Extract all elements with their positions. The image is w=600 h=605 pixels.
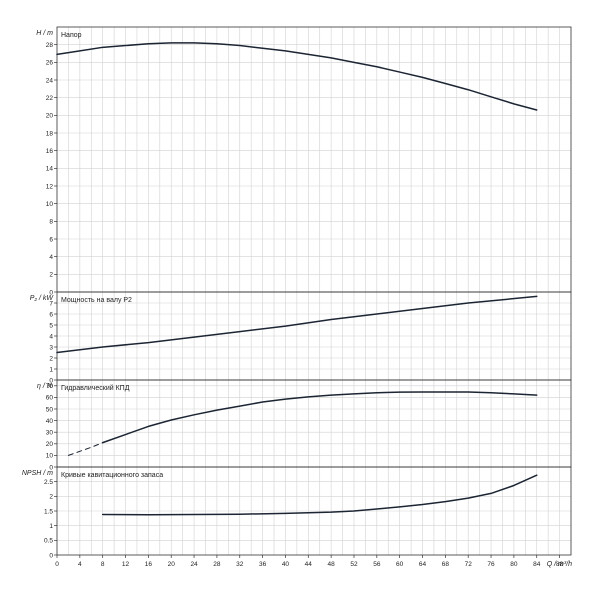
x-tick-label: 64	[419, 561, 427, 568]
x-tick-label: 56	[373, 561, 381, 568]
y-tick-label: 5	[49, 322, 53, 329]
series-line	[101, 474, 538, 516]
y-tick-label: 8	[49, 219, 53, 226]
x-tick-label: 60	[396, 561, 404, 568]
y-tick-label: 2	[49, 494, 53, 501]
x-tick-label: 88	[556, 561, 564, 568]
y-tick-label: 6	[49, 236, 53, 243]
series-line	[56, 295, 538, 354]
y-tick-label: 14	[46, 166, 54, 173]
y-tick-label: 24	[46, 77, 54, 84]
x-tick-label: 76	[487, 561, 495, 568]
y-tick-label: 70	[46, 383, 54, 390]
x-tick-label: 80	[510, 561, 518, 568]
series-line	[56, 42, 538, 111]
x-tick-label: 12	[122, 561, 130, 568]
y-axis-label: η / %	[37, 383, 53, 390]
y-tick-label: 7	[49, 300, 53, 307]
y-tick-label: 2.5	[44, 479, 53, 486]
y-tick-label: 26	[46, 60, 54, 67]
x-tick-label: 52	[350, 561, 358, 568]
y-tick-label: 16	[46, 148, 54, 155]
x-tick-label: 20	[168, 561, 176, 568]
series-line	[101, 391, 538, 444]
y-tick-label: 18	[46, 130, 54, 137]
panel-title: Гидравлический КПД	[61, 384, 130, 392]
y-axis-label: H / m	[36, 30, 53, 37]
y-tick-label: 6	[49, 311, 53, 318]
y-tick-label: 10	[46, 201, 54, 208]
y-tick-label: 0.5	[44, 538, 53, 545]
y-tick-label: 60	[46, 395, 54, 402]
panel-frame	[56, 26, 572, 293]
x-tick-label: 8	[101, 561, 105, 568]
y-tick-label: 1	[49, 366, 53, 373]
x-tick-label: 0	[55, 561, 59, 568]
x-tick-label: 72	[465, 561, 473, 568]
series-line	[67, 442, 104, 456]
y-tick-label: 0	[49, 377, 53, 384]
y-axis-label: P₂ / kW	[30, 295, 55, 302]
x-tick-label: 48	[328, 561, 336, 568]
y-tick-label: 3	[49, 344, 53, 351]
y-tick-label: 4	[49, 333, 53, 340]
y-tick-label: 20	[46, 113, 54, 120]
y-tick-label: 40	[46, 418, 54, 425]
x-axis-label: Q / m³/h	[547, 561, 572, 568]
x-tick-label: 36	[259, 561, 267, 568]
y-tick-label: 30	[46, 430, 54, 437]
y-tick-label: 20	[46, 441, 54, 448]
x-tick-label: 24	[190, 561, 198, 568]
x-tick-label: 32	[236, 561, 244, 568]
x-tick-label: 40	[282, 561, 290, 568]
y-tick-label: 28	[46, 42, 54, 49]
y-tick-label: 50	[46, 406, 54, 413]
y-tick-label: 1.5	[44, 508, 53, 515]
y-tick-label: 2	[49, 272, 53, 279]
y-tick-label: 0	[49, 289, 53, 296]
y-tick-label: 2	[49, 355, 53, 362]
y-tick-label: 22	[46, 95, 54, 102]
panel-title: Мощность на валу P2	[61, 297, 132, 304]
y-axis-label: NPSH / m	[22, 470, 53, 477]
x-tick-label: 44	[305, 561, 313, 568]
x-tick-label: 16	[145, 561, 153, 568]
panel-title: Напор	[61, 32, 82, 39]
y-tick-label: 0	[49, 552, 53, 559]
y-tick-label: 1	[49, 523, 53, 530]
x-tick-label: 68	[442, 561, 450, 568]
y-tick-label: 10	[46, 453, 54, 460]
panel-title: Кривые кавитационного запаса	[61, 472, 163, 479]
y-tick-label: 12	[46, 183, 54, 190]
x-tick-label: 4	[78, 561, 82, 568]
x-tick-label: 28	[213, 561, 221, 568]
y-tick-label: 4	[49, 254, 53, 261]
y-tick-label: 0	[49, 464, 53, 471]
x-tick-label: 84	[533, 561, 541, 568]
